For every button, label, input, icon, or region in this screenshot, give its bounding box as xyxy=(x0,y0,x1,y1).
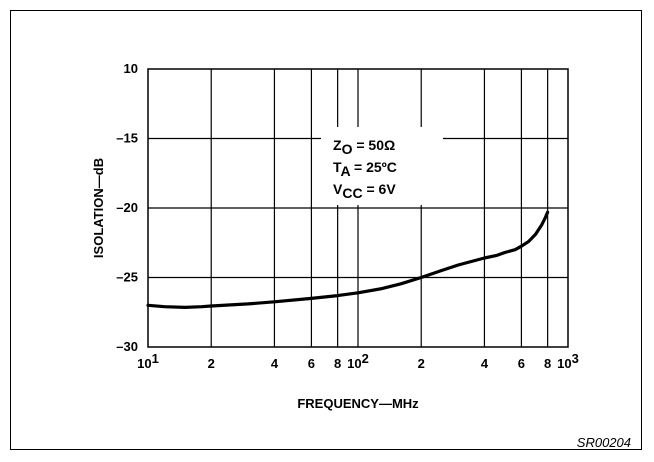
y-tick-label: –30 xyxy=(116,339,138,354)
x-tick-label: 102 xyxy=(347,351,369,371)
y-tick-label: 10 xyxy=(124,61,138,76)
x-tick-label: 101 xyxy=(137,351,159,371)
x-tick-labels: 101 2 4 6 8 102 2 4 6 8 103 xyxy=(137,351,579,371)
grid-lines xyxy=(148,69,568,347)
x-tick-label: 6 xyxy=(518,356,525,371)
x-tick-label: 8 xyxy=(334,356,341,371)
figure-frame: 10 –15 –20 –25 –30 101 2 4 6 8 102 2 4 6 8 103 ZO = 50… xyxy=(10,10,642,450)
annotation-line: ZO = 50Ω xyxy=(333,137,395,157)
y-axis-label: ISOLATION—dB xyxy=(91,158,106,258)
y-tick-label: –25 xyxy=(116,270,138,285)
x-tick-label: 4 xyxy=(271,356,279,371)
plot-area-border xyxy=(147,68,569,348)
x-tick-label: 103 xyxy=(557,351,579,371)
x-tick-label: 2 xyxy=(418,356,425,371)
annotation-line: VCC = 6V xyxy=(333,181,396,201)
annotation-line: TA = 25ºC xyxy=(333,159,397,179)
y-tick-label: –15 xyxy=(116,131,138,146)
y-tick-labels: 10 –15 –20 –25 –30 xyxy=(116,61,138,354)
isolation-curve xyxy=(146,210,550,309)
figure-id: SR00204 xyxy=(577,435,631,450)
x-tick-label: 8 xyxy=(544,356,551,371)
x-tick-label: 6 xyxy=(308,356,315,371)
y-tick-label: –20 xyxy=(116,200,138,215)
isolation-line xyxy=(146,210,550,309)
x-tick-label: 2 xyxy=(208,356,215,371)
annotation-box xyxy=(321,127,443,205)
x-axis-label: FREQUENCY—MHz xyxy=(297,396,419,411)
isolation-chart: 10 –15 –20 –25 –30 101 2 4 6 8 102 2 4 6 8 103 ZO = 50… xyxy=(91,61,631,450)
x-tick-label: 4 xyxy=(481,356,489,371)
